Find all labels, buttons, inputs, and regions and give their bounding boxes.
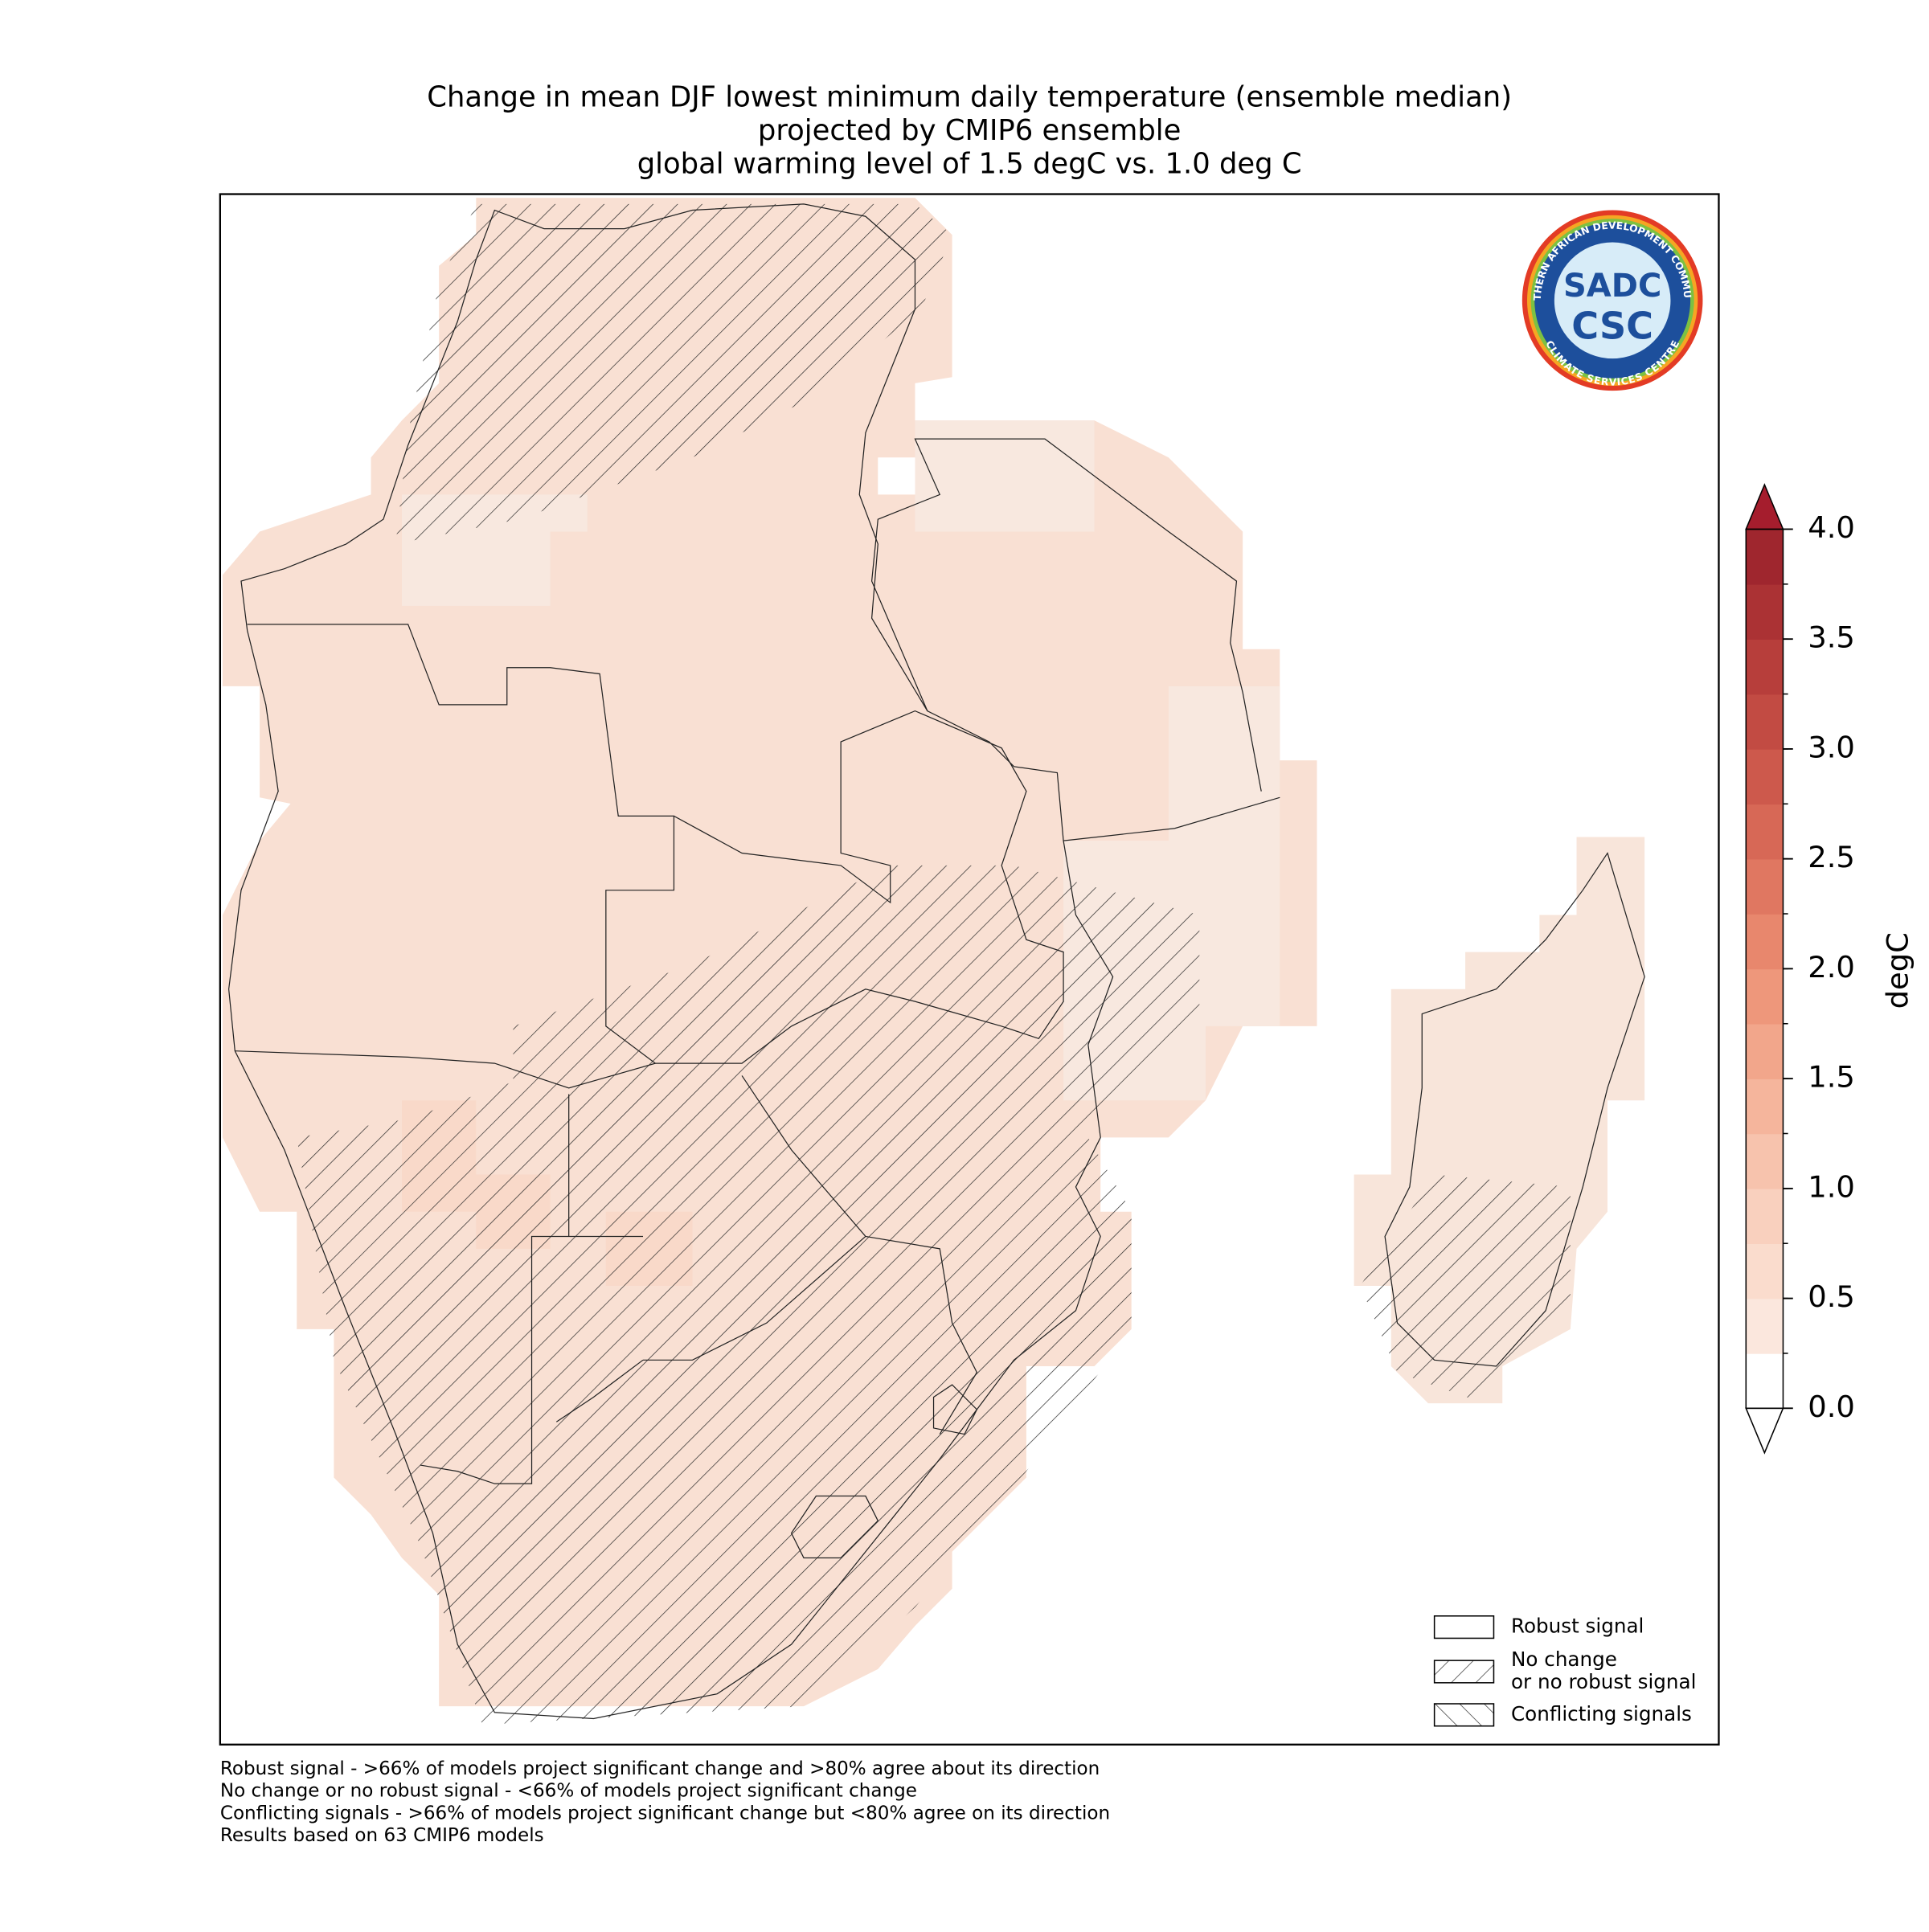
colorbar-tick-label: 0.5 (1808, 1279, 1855, 1314)
colorbar-frame (1745, 528, 1784, 1410)
colorbar-tick-label: 2.0 (1808, 950, 1855, 984)
colorbar-tick-label: 1.0 (1808, 1169, 1855, 1204)
logo-lower: CSC (1571, 305, 1653, 348)
title-line: global warming level of 1.5 degC vs. 1.0… (637, 147, 1302, 180)
colorbar-segment (1746, 639, 1784, 695)
colorbar-tick-label: 1.5 (1808, 1060, 1855, 1095)
notes: Robust signal - >66% of models project s… (220, 1758, 1110, 1846)
coastline-borders (227, 203, 1645, 1720)
colorbar-segment (1746, 694, 1784, 750)
title-line: projected by CMIP6 ensemble (758, 114, 1181, 147)
colorbar-segment (1746, 583, 1784, 640)
map-frame (219, 193, 1720, 1746)
colorbar-segment (1746, 1243, 1784, 1300)
map (219, 193, 1720, 1746)
colorbar-segment (1746, 1079, 1784, 1135)
colorbar-segment (1746, 1353, 1784, 1410)
title-line: Change in mean DJF lowest minimum daily … (427, 80, 1512, 113)
colorbar-segment (1746, 804, 1784, 860)
colorbar-extend-over (1745, 483, 1784, 530)
logo-upper: SADC (1563, 268, 1661, 305)
legend-label: or no robust signal (1511, 1670, 1696, 1693)
footnote: No change or no robust signal - <66% of … (220, 1781, 917, 1802)
colorbar-segment (1746, 858, 1784, 915)
colorbar-segment (1746, 529, 1784, 585)
colorbar-tick-label: 3.0 (1808, 730, 1855, 764)
colorbar-tick-label: 0.0 (1808, 1390, 1855, 1424)
legend-label: Robust signal (1511, 1615, 1644, 1638)
colorbar-segment (1746, 1023, 1784, 1079)
legend-label: Conflicting signals (1511, 1702, 1692, 1725)
hatch-no-robust (297, 865, 1200, 1725)
footnote: Robust signal - >66% of models project s… (220, 1758, 1100, 1779)
footnote: Results based on 63 CMIP6 models (220, 1825, 544, 1846)
legend-swatch (1433, 1703, 1495, 1727)
no-data-cell (878, 457, 915, 495)
colorbar-segment (1746, 914, 1784, 970)
hatch-no-robust (1360, 1174, 1571, 1404)
colorbar: 0.0 0.5 1.0 1.5 2.0 2.5 3.0 3.5 4.0 (1745, 483, 1855, 1455)
colorbar-segment (1746, 748, 1784, 805)
colorbar-segment (1746, 1133, 1784, 1189)
colorbar-segment (1746, 1298, 1784, 1354)
colorbar-extend-under (1745, 1407, 1784, 1455)
legend-label: No change (1511, 1648, 1617, 1671)
colorbar-label: degC (1881, 932, 1915, 1009)
colorbar-tick-label: 3.5 (1808, 620, 1855, 655)
colorbar-segment (1746, 1188, 1784, 1244)
colorbar-tick-label: 4.0 (1808, 510, 1855, 545)
hatch-no-robust (395, 203, 952, 544)
colorbar-segment (1746, 968, 1784, 1025)
legend-swatch (1433, 1660, 1495, 1684)
logo-center (1554, 242, 1671, 359)
legend-swatch (1433, 1615, 1495, 1639)
colorbar-tick-label: 2.5 (1808, 840, 1855, 874)
footnote: Conflicting signals - >66% of models pro… (220, 1803, 1110, 1824)
